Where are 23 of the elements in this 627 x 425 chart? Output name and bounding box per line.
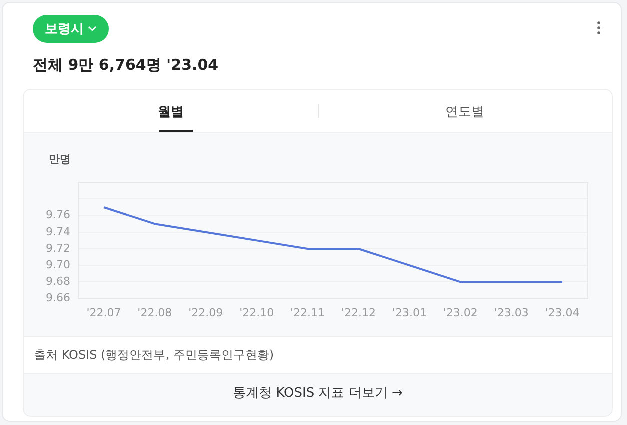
y-tick-label: 9.72 xyxy=(46,242,70,255)
x-tick-label: '23.03 xyxy=(494,306,529,320)
y-axis-title: 만명 xyxy=(49,152,71,167)
chart-title: 보령시 xyxy=(45,21,84,38)
x-tick-label: '22.08 xyxy=(138,306,172,320)
y-tick-label: 9.76 xyxy=(46,208,70,222)
x-tick-label: '22.12 xyxy=(341,306,376,320)
x-tick-label: '23.04 xyxy=(545,306,580,320)
x-tick-label: '23.01 xyxy=(392,306,427,320)
text: 통계청 KOSIS 지표 더보기 → xyxy=(232,385,404,402)
x-tick-label: '23.02 xyxy=(443,306,478,320)
x-tick-label: '22.11 xyxy=(290,306,326,320)
source-note: 출처 KOSIS (행정안전부, 주민등록인구현황) xyxy=(34,347,274,364)
y-tick-label: 9.70 xyxy=(46,258,70,272)
x-tick-label: '22.07 xyxy=(86,306,122,320)
chart-subtitle: 전체 9만 6,764명 '23.04 xyxy=(33,56,219,75)
text: 연도별 xyxy=(444,104,486,121)
y-tick-label: 9.66 xyxy=(46,292,70,305)
y-tick-label: 9.68 xyxy=(46,275,70,288)
x-tick-label: '22.09 xyxy=(188,306,224,320)
x-tick-label: '22.10 xyxy=(240,306,274,320)
text: 월별 xyxy=(157,104,185,121)
y-tick-label: 9.74 xyxy=(46,225,70,238)
